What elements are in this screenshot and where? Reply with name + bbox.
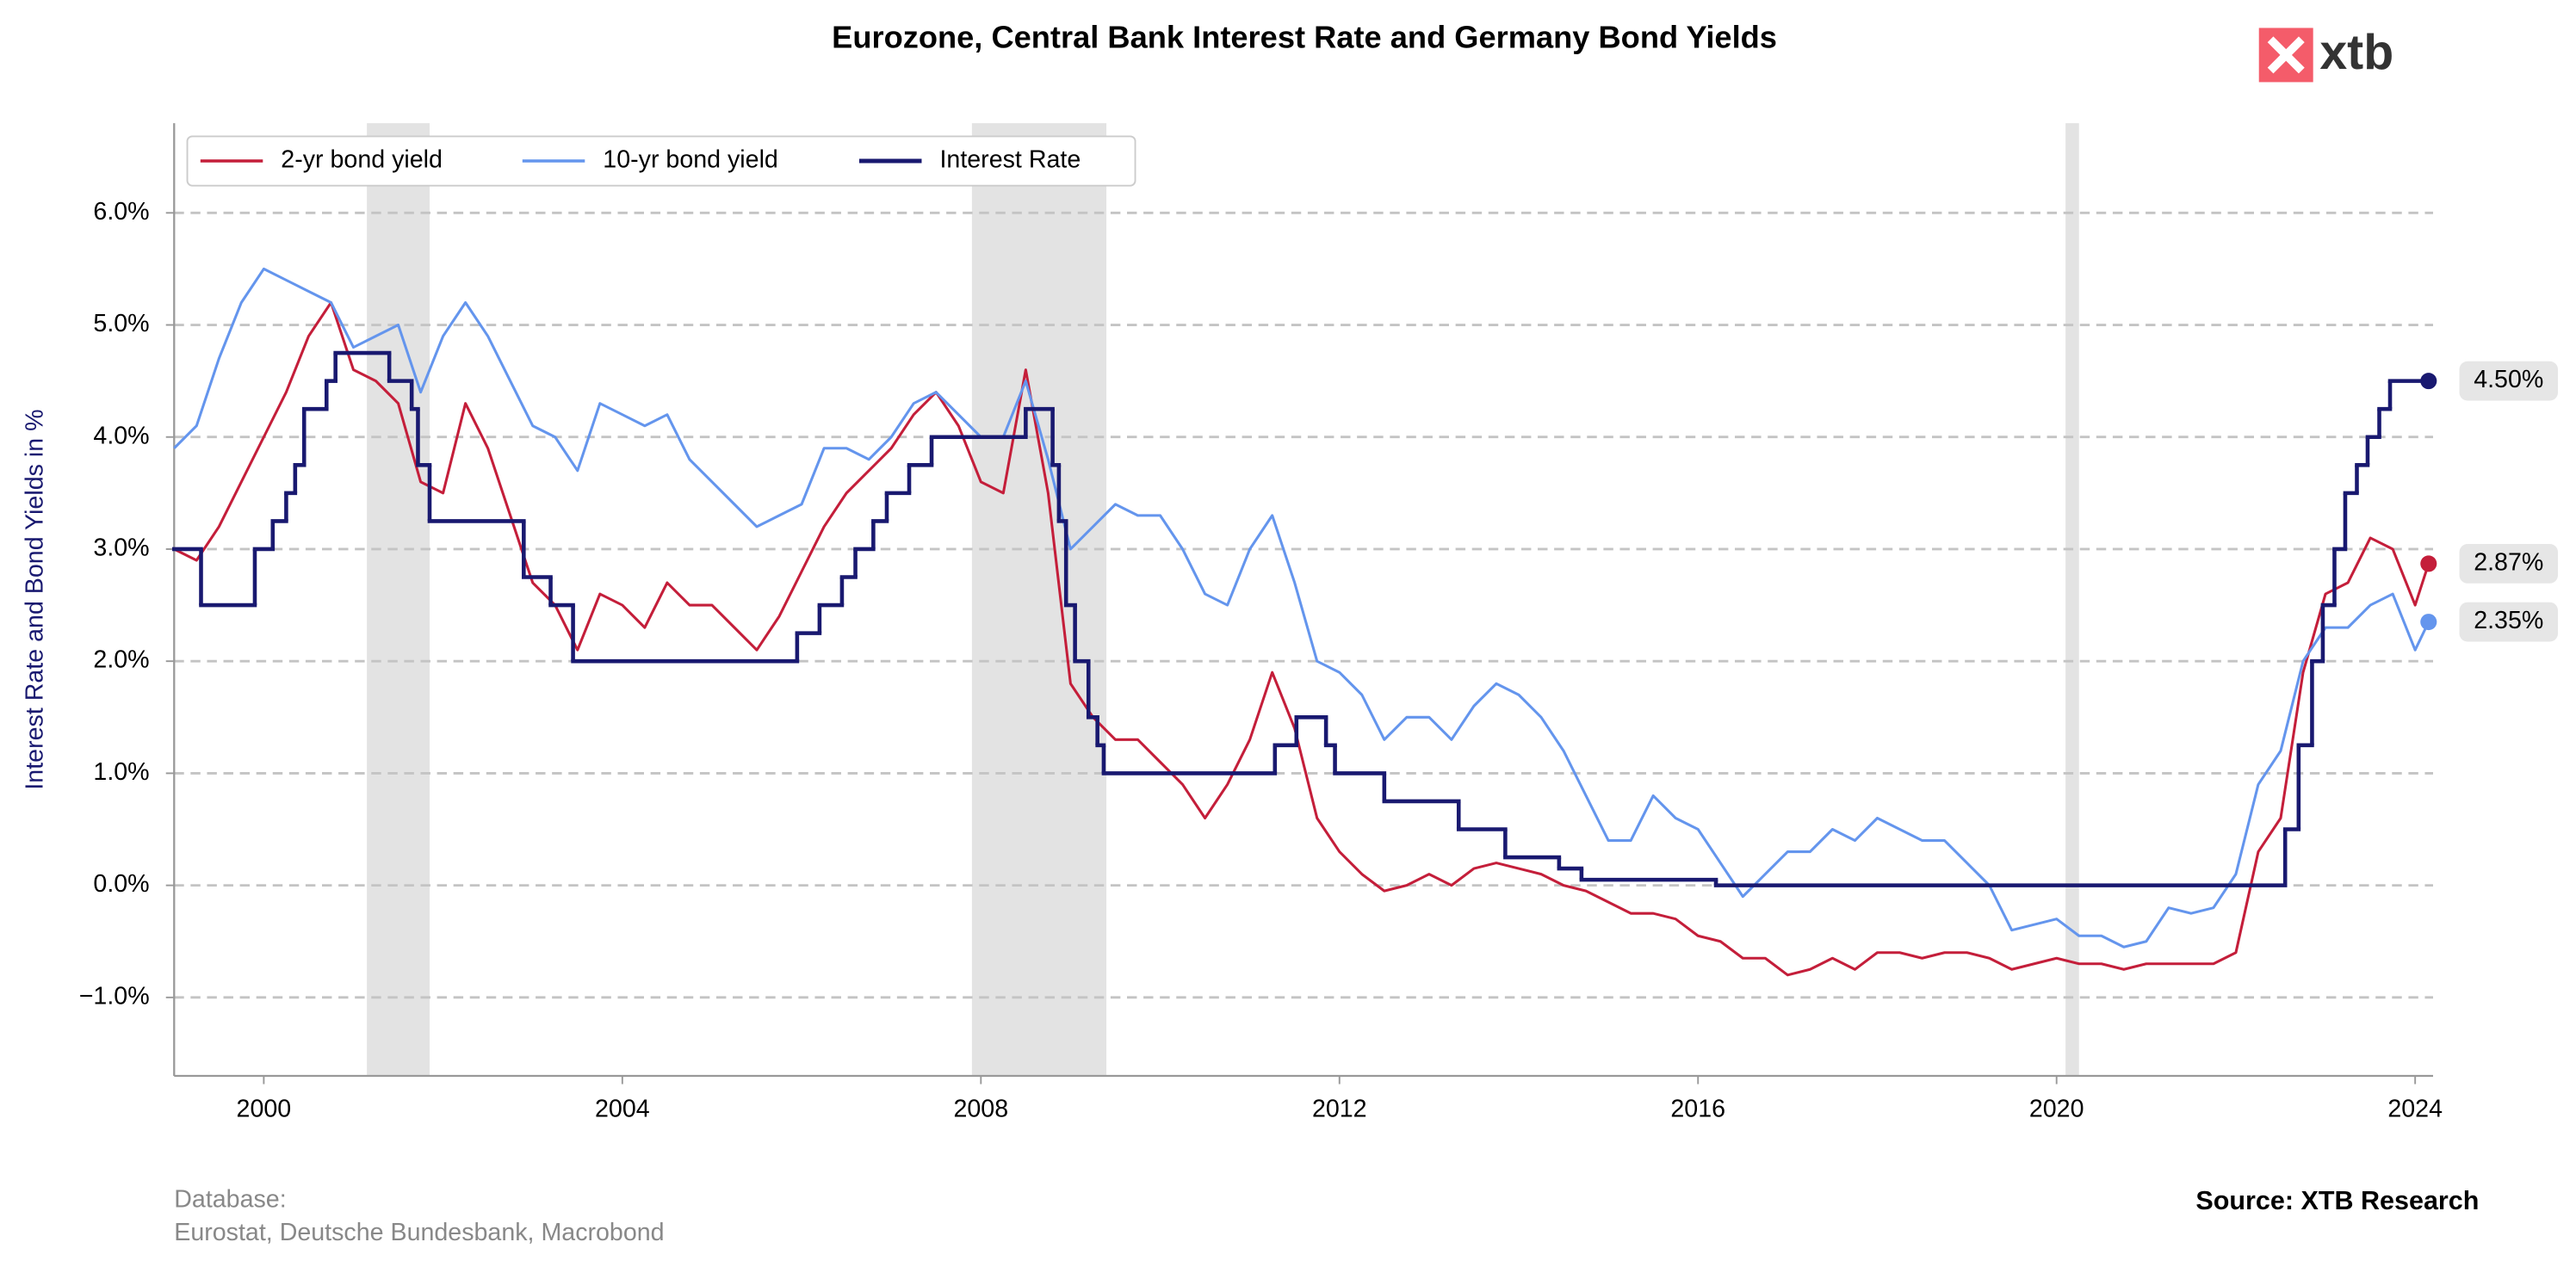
y-tick-label: 0.0% [93,870,149,898]
y-tick-label: 2.0% [93,646,149,674]
step-line [171,350,2431,887]
logo: xtb [2258,25,2393,83]
y-tick-label: 3.0% [93,535,149,562]
x-tick-label: 2004 [595,1096,650,1123]
chart-title: Eurozone, Central Bank Interest Rate and… [832,19,1777,54]
end-marker [2420,555,2437,572]
database: Eurostat, Deutsche Bundesbank, Macrobond [174,1219,664,1246]
shaded-period [2065,123,2079,1076]
legend: 2-yr bond yield 10-yr bond yield Interest … [186,135,1136,187]
x-tick-label: 2020 [2029,1096,2084,1123]
x-tick-label: 2016 [1670,1096,1725,1123]
end-label-box [2459,543,2559,584]
end-label: 2.87% [2474,548,2543,576]
end-label-box [2459,361,2559,401]
y-tick-label: 4.0% [93,422,149,449]
x-tick-label: 2012 [1312,1096,1367,1123]
y-tick-label: −1.0% [79,982,150,1010]
y-tick-label: 5.0% [93,310,149,337]
logo-cross [2267,36,2305,74]
y-tick-label: 1.0% [93,758,149,786]
legend-label: 2-yr bond yield [281,146,443,174]
legend-label: Interest Rate [939,146,1081,174]
x-tick-label: 2024 [2387,1096,2443,1123]
shaded-period [367,123,430,1076]
shaded-period [971,123,1107,1076]
legend-label: 10-yr bond yield [603,146,778,174]
end-label-box [2459,602,2559,642]
series-line [173,267,2430,949]
database-label: Database: [174,1186,286,1214]
end-marker [2420,614,2437,631]
end-marker [2420,373,2437,390]
source: Source: XTB Research [2195,1186,2479,1215]
legend-box [186,135,1136,187]
y-tick-label: 6.0% [93,198,149,226]
x-tick-label: 2008 [953,1096,1008,1123]
end-label: 4.50% [2474,366,2543,393]
series-line [173,300,2430,977]
logo-text: xtb [2319,25,2393,80]
y-axis-label: Interest Rate and Bond Yields in % [22,409,49,789]
end-label: 2.35% [2474,607,2543,634]
x-tick-label: 2000 [237,1096,292,1123]
